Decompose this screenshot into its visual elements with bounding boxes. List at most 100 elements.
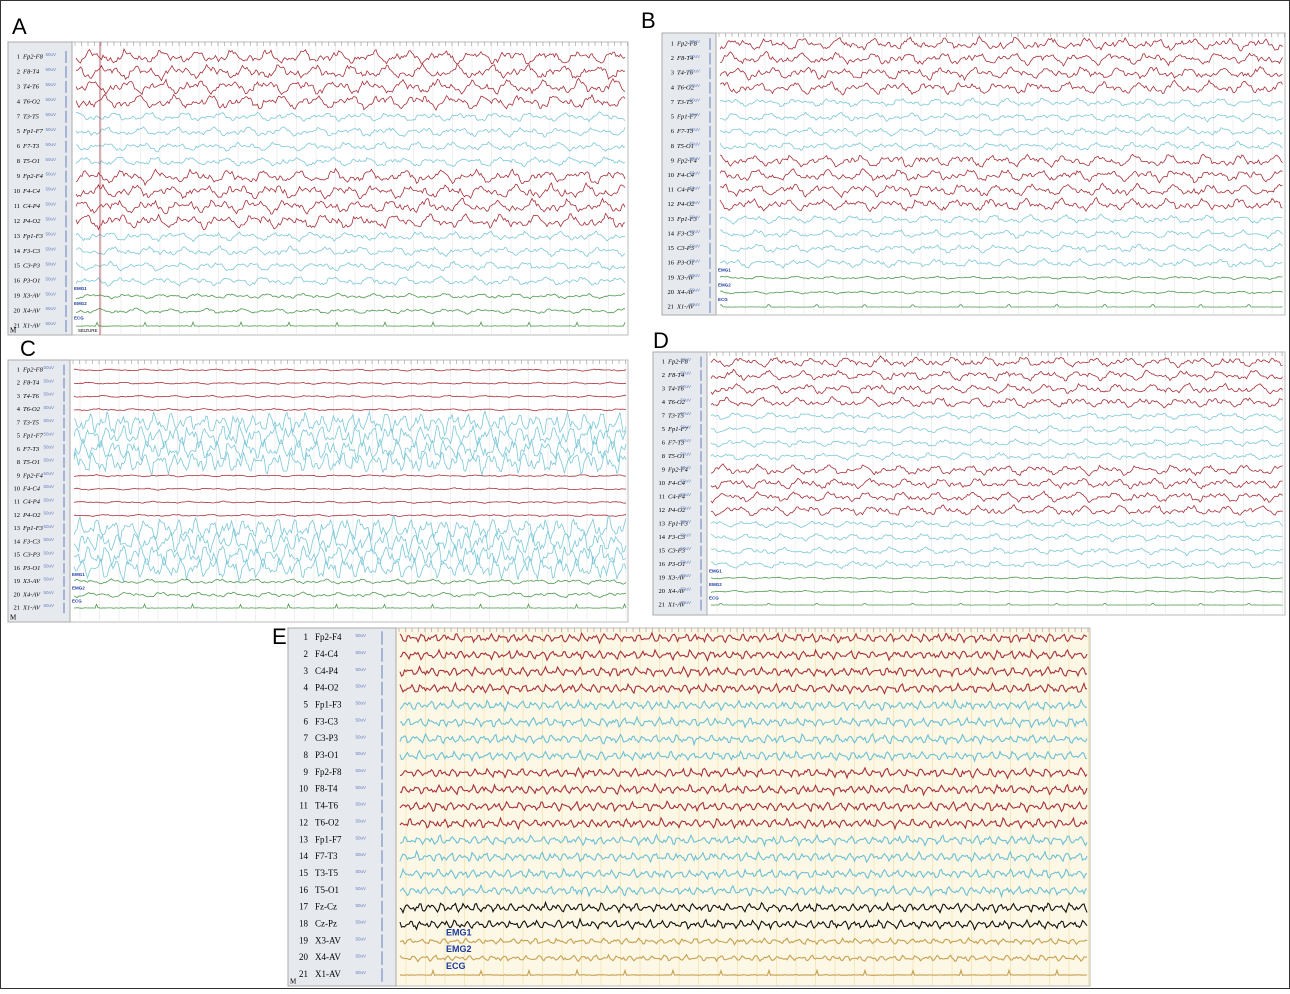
channel-label: T5-O1	[668, 453, 685, 460]
eeg-trace	[75, 126, 626, 138]
channel-label: P3-O1	[676, 260, 694, 267]
scale-label: 50uV	[680, 600, 691, 605]
channel-number: 5	[671, 114, 674, 121]
channel-sidebar	[287, 627, 397, 987]
scale-label: 50uV	[43, 418, 54, 423]
channel-label: X4-AV	[22, 591, 41, 598]
scale-label: 50uV	[689, 244, 700, 249]
channel-label: X1-AV	[676, 303, 695, 310]
eeg-trace	[73, 554, 627, 583]
channel-label: Fp1-F3	[22, 233, 44, 240]
channel-number: 16	[14, 278, 21, 285]
channel-label: Fp1-F7	[22, 433, 44, 440]
eeg-trace	[75, 197, 626, 215]
channel-label: T3-T5	[668, 412, 685, 419]
eeg-trace	[719, 290, 1283, 295]
channel-label: F8-T4	[22, 380, 40, 387]
channel-label: T3-T5	[315, 868, 338, 878]
channel-label: F3-C3	[22, 538, 41, 545]
channel-label: F4-C4	[676, 172, 695, 179]
scale-label: 50uV	[689, 112, 700, 117]
channel-label: Fp1-F7	[22, 128, 44, 135]
eeg-trace	[399, 631, 1088, 645]
channel-label: C4-P4	[23, 203, 41, 210]
eeg-trace	[73, 513, 627, 518]
channel-number: 17	[299, 902, 309, 912]
channel-label: C4-P4	[315, 666, 339, 676]
channel-number: 11	[668, 187, 674, 194]
channel-number: 2	[662, 372, 665, 379]
channel-label: P3-O1	[315, 750, 339, 760]
channel-number: 10	[668, 172, 675, 179]
channel-label: Fp2-F4	[22, 472, 44, 479]
channel-number: 13	[659, 520, 666, 527]
channel-label: T6-O2	[315, 817, 339, 827]
channel-label: T6-O2	[677, 84, 695, 91]
scale-label: 50uV	[45, 261, 56, 266]
channel-label: T5-O1	[23, 158, 40, 165]
eeg-trace	[74, 408, 627, 412]
eeg-trace	[399, 715, 1088, 729]
scale-label: 50uV	[43, 537, 54, 542]
eeg-trace	[719, 242, 1283, 254]
channel-number: 5	[17, 128, 20, 135]
scale-label: 50uV	[43, 365, 54, 370]
channel-number: 12	[14, 512, 21, 519]
eeg-trace	[710, 425, 1283, 434]
eeg-trace	[710, 382, 1283, 395]
channel-label: Fp1-F3	[676, 216, 698, 223]
scale-label: 50uV	[45, 306, 56, 311]
scale-label: 50uV	[355, 650, 366, 655]
channel-label: C3-P3	[23, 263, 41, 270]
eeg-trace	[719, 79, 1283, 96]
channel-label: X3-AV	[22, 578, 41, 585]
eeg-trace	[710, 490, 1283, 504]
eeg-trace	[73, 513, 627, 543]
channel-number: 8	[17, 158, 20, 165]
scale-label: 50uV	[355, 802, 366, 807]
channel-number: 12	[668, 201, 675, 208]
channel-number: 2	[17, 68, 20, 75]
channel-number: 13	[668, 216, 675, 223]
channel-number: 10	[299, 784, 309, 794]
channel-number: 9	[17, 472, 20, 479]
channel-label: F7-T3	[22, 446, 40, 453]
channel-label: X4-AV	[315, 952, 341, 962]
eeg-trace	[399, 917, 1088, 931]
channel-number: 21	[14, 604, 21, 611]
scale-label: 50uV	[355, 869, 366, 874]
eeg-trace	[399, 816, 1088, 831]
scale-label: 50uV	[355, 633, 366, 638]
scale-label: 50uV	[355, 835, 366, 840]
channel-number: 3	[671, 70, 674, 77]
channel-label: T6-O2	[23, 98, 41, 105]
eeg-trace	[73, 450, 627, 477]
channel-number: 19	[299, 935, 309, 945]
scale-label: 50uV	[355, 717, 366, 722]
scale-label: 50uV	[43, 378, 54, 383]
trace-annotation: EMG2	[709, 582, 722, 587]
channel-label: Fp1-F3	[667, 520, 689, 527]
eeg-panel: E 1 Fp2-F4 50uV 2 F4-C4 50uV 3 C4-P4 50uV 4 P4-O2 50…	[272, 624, 1091, 987]
eeg-trace	[710, 463, 1283, 477]
channel-label: P4-O2	[667, 507, 686, 514]
eeg-trace	[399, 648, 1088, 663]
scale-label: 50uV	[355, 920, 366, 925]
channel-label: T6-O2	[668, 399, 686, 406]
eeg-trace	[399, 936, 1088, 946]
scale-label: 50uV	[45, 202, 56, 207]
scale-label: 50uV	[43, 511, 54, 516]
channel-number: 16	[299, 885, 309, 895]
channel-number: 19	[14, 293, 21, 300]
eeg-trace	[73, 578, 627, 585]
eeg-trace	[399, 833, 1088, 848]
channel-label: Fp2-F8	[22, 53, 44, 60]
scale-label: 50uV	[43, 471, 54, 476]
channel-number: 16	[659, 561, 666, 568]
channel-label: Fp1-F7	[676, 114, 698, 121]
channel-label: X1-AV	[22, 322, 41, 329]
channel-number: 3	[17, 393, 20, 400]
eeg-trace	[719, 140, 1283, 152]
eeg-trace	[73, 381, 627, 385]
scale-label: 50uV	[680, 452, 691, 457]
